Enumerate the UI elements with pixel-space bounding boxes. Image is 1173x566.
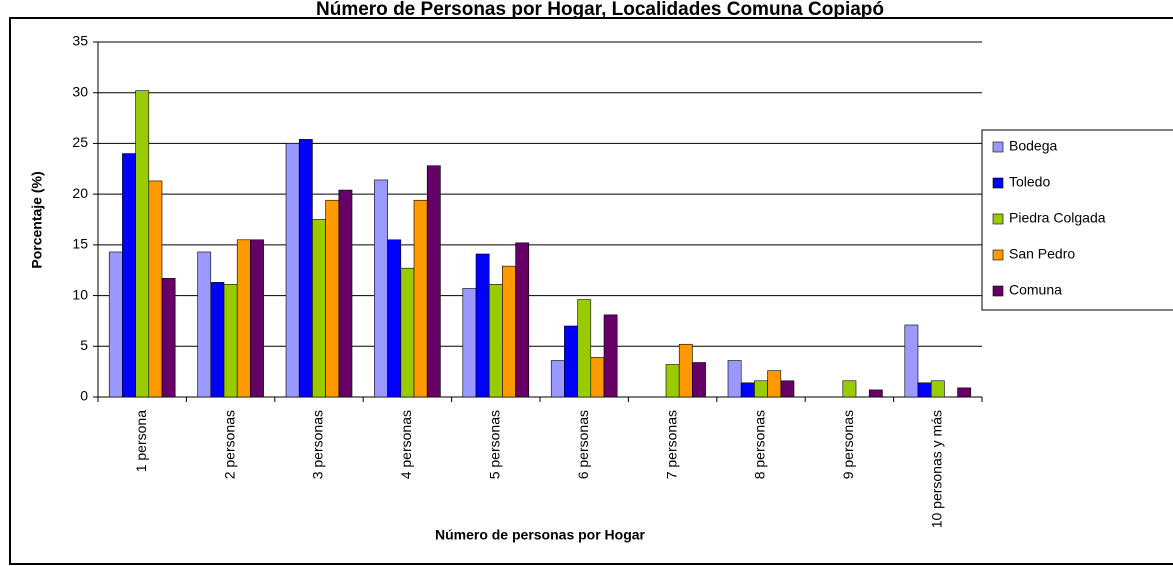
bar (148, 180, 163, 398)
bar (462, 288, 477, 398)
x-tick-label: 7 personas (663, 410, 679, 479)
y-axis-title: Porcentaje (%) (29, 171, 45, 268)
bar (767, 370, 782, 398)
bar (502, 265, 516, 398)
bar (577, 299, 592, 398)
bar (692, 362, 706, 398)
bar (325, 199, 340, 398)
bar (780, 380, 795, 398)
bar (387, 239, 402, 398)
x-tick-label: 2 personas (221, 410, 237, 479)
y-tick-label: 15 (72, 236, 88, 252)
bar (161, 278, 176, 398)
x-tick-label: 5 personas (487, 410, 503, 479)
bar (842, 380, 857, 398)
legend-swatch (992, 141, 1004, 153)
x-tick-label: 1 persona (133, 410, 149, 472)
x-tick-label: 8 personas (752, 410, 768, 479)
bar (338, 189, 353, 398)
bar (374, 179, 388, 398)
y-tick-label: 20 (72, 185, 88, 201)
bar (917, 382, 932, 398)
legend-label: Piedra Colgada (1009, 210, 1106, 226)
bar (678, 343, 693, 398)
y-tick-label: 10 (72, 286, 88, 302)
x-tick-label: 6 personas (575, 410, 591, 479)
bar (590, 357, 605, 398)
legend-swatch (992, 177, 1004, 189)
legend-swatch (992, 285, 1004, 297)
bar (413, 199, 428, 398)
bar (135, 90, 150, 398)
bar (197, 251, 212, 398)
legend-label: San Pedro (1009, 246, 1075, 262)
legend-label: Comuna (1009, 282, 1062, 298)
bar (122, 153, 136, 398)
bar (740, 382, 755, 398)
bar (108, 251, 123, 398)
bar (550, 360, 565, 398)
bar (426, 165, 441, 398)
bar (868, 389, 883, 398)
x-tick-label: 4 personas (398, 410, 414, 479)
bar (603, 314, 618, 398)
bar (223, 284, 238, 398)
bar (564, 325, 578, 398)
chart-title: Número de Personas por Hogar, Localidade… (316, 0, 884, 20)
bar (665, 364, 680, 398)
bar (904, 324, 919, 398)
y-tick-label: 0 (80, 388, 88, 404)
bar (515, 242, 530, 398)
bar (754, 380, 768, 398)
bar (285, 143, 300, 398)
y-tick-label: 30 (72, 83, 88, 99)
bar (312, 219, 326, 398)
y-tick-label: 25 (72, 134, 88, 150)
legend-box (981, 129, 1173, 311)
bar (957, 387, 972, 398)
bar (236, 239, 251, 398)
bar (298, 139, 313, 398)
x-tick-label: 3 personas (310, 410, 326, 479)
x-tick-label: 10 personas y más (929, 410, 945, 528)
bar (400, 267, 415, 398)
legend-label: Bodega (1009, 138, 1057, 154)
x-tick-label: 9 personas (840, 410, 856, 479)
legend-swatch (992, 213, 1004, 225)
y-tick-label: 5 (80, 337, 88, 353)
bar (930, 380, 945, 398)
bar (210, 282, 225, 398)
bar (250, 239, 264, 398)
legend-label: Toledo (1009, 174, 1050, 190)
bar (475, 253, 490, 398)
bar (488, 284, 503, 398)
legend-swatch (992, 249, 1004, 261)
bar (727, 360, 742, 398)
y-tick-label: 35 (72, 33, 88, 49)
x-axis-title: Número de personas por Hogar (435, 527, 646, 543)
chart-frame (9, 17, 1173, 565)
